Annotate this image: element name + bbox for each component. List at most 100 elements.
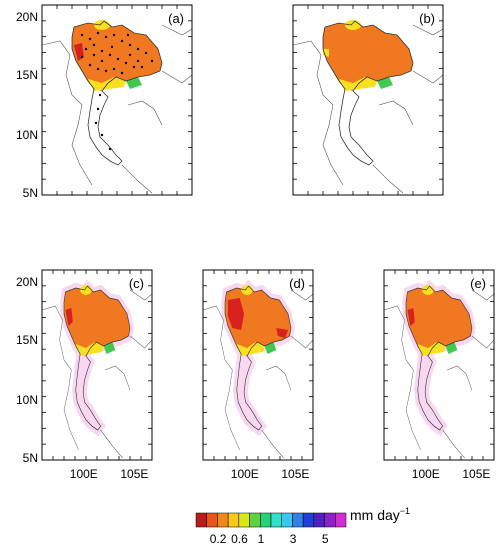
south-band-0	[75, 354, 101, 370]
station-point	[100, 49, 104, 53]
lon-tick-label: 100E	[70, 467, 98, 481]
station-point	[96, 107, 100, 111]
colorbar: 0.2 0.6 1 3 5	[195, 512, 347, 546]
station-point	[96, 67, 100, 71]
station-point	[136, 47, 140, 51]
west-red-patch	[227, 298, 245, 330]
lat-tick-label: 20N	[16, 275, 38, 289]
panel-label-a: (a)	[168, 11, 184, 26]
station-point	[80, 33, 84, 37]
station-point	[128, 53, 132, 57]
north-tip	[94, 20, 110, 30]
panel-label-b: (b)	[419, 11, 435, 26]
station-point	[126, 33, 130, 37]
colorbar-swatch	[217, 512, 229, 528]
colorbar-unit-label: mm day−1	[350, 506, 410, 523]
colorbar-swatch	[313, 512, 325, 528]
station-point	[128, 43, 132, 47]
map-panel-a: (a) 20N 15N 10N 5N	[16, 4, 193, 200]
lat-tick-label: 15N	[16, 68, 38, 82]
station-point	[124, 61, 128, 65]
colorbar-swatch	[260, 512, 272, 528]
station-point	[112, 33, 116, 37]
station-point	[94, 121, 98, 125]
south-band-1	[75, 370, 101, 382]
south-band-2	[417, 382, 443, 394]
lat-tick-label: 20N	[16, 10, 38, 24]
colorbar-swatch	[302, 512, 315, 528]
south-band-2	[236, 382, 262, 394]
south-band-0	[236, 354, 262, 370]
lat-tick-label: 15N	[16, 333, 38, 347]
west-red-patch	[65, 308, 73, 326]
lon-tick-label: 105E	[120, 467, 148, 481]
east-red-patch	[276, 328, 289, 338]
colorbar-swatch	[335, 512, 347, 528]
station-point	[98, 93, 102, 97]
lon-tick-label: 100E	[412, 467, 440, 481]
station-point	[92, 53, 96, 57]
colorbar-swatch	[249, 512, 261, 528]
south-band-2	[88, 117, 122, 129]
south-band-5	[339, 155, 373, 165]
colorbar-swatch	[227, 512, 240, 528]
station-point	[100, 59, 104, 63]
station-point	[88, 37, 92, 41]
lon-tick-label: 105E	[462, 467, 490, 481]
north-tip	[345, 20, 361, 30]
south-band-2	[75, 382, 101, 394]
station-point	[112, 67, 116, 71]
south-band-3	[88, 129, 122, 143]
station-point	[104, 35, 108, 39]
south-band-0	[88, 89, 122, 105]
north-tip	[422, 285, 434, 295]
station-point	[144, 51, 148, 55]
south-band-3	[339, 129, 373, 143]
colorbar-tick-label: 3	[290, 532, 297, 546]
station-point	[120, 71, 124, 75]
map-panel-d: (d) 100E 105E	[202, 269, 314, 481]
south-band-1	[88, 105, 122, 117]
lon-tick-label: 105E	[281, 467, 309, 481]
lat-tick-label: 10N	[16, 128, 38, 142]
colorbar-tick-label: 1	[258, 532, 265, 546]
lat-tick-label: 10N	[16, 393, 38, 407]
north-tip	[241, 285, 253, 295]
map-panel-e: (e) 100E 105E	[383, 269, 495, 481]
south-band-2	[339, 117, 373, 129]
station-point	[80, 55, 84, 59]
station-point	[104, 69, 108, 73]
station-point	[116, 57, 120, 61]
colorbar-swatch	[206, 512, 218, 528]
south-band-4	[339, 143, 373, 155]
colorbar-swatch	[281, 512, 293, 528]
station-point	[96, 31, 100, 35]
station-point	[120, 39, 124, 43]
station-point	[92, 43, 96, 47]
panel-label-e: (e)	[470, 276, 486, 291]
south-band-1	[339, 105, 373, 117]
station-point	[110, 45, 114, 49]
south-band-1	[417, 370, 443, 382]
station-point	[108, 147, 112, 151]
west-red-patch	[407, 308, 415, 326]
station-point	[140, 65, 144, 69]
lat-tick-label: 5N	[23, 186, 38, 200]
south-band-3	[236, 394, 262, 408]
panel-label-c: (c)	[129, 276, 144, 291]
colorbar-tick-label: 5	[322, 532, 329, 546]
colorbar-tick-label: 0.6	[231, 532, 248, 546]
south-band-3	[417, 394, 443, 408]
south-purple-patch	[102, 137, 122, 151]
map-panel-b: (b)	[292, 4, 444, 196]
south-purple-patch	[353, 137, 373, 151]
north-tip	[80, 285, 92, 295]
map-panel-c: (c) 20N 15N 10N 5N 100E 105E	[16, 269, 153, 481]
panel-label-d: (d)	[289, 276, 305, 291]
colorbar-swatch	[195, 512, 207, 528]
station-point	[136, 59, 140, 63]
south-band-4	[88, 143, 122, 155]
lat-tick-label: 5N	[23, 451, 38, 465]
colorbar-swatch	[270, 512, 282, 528]
